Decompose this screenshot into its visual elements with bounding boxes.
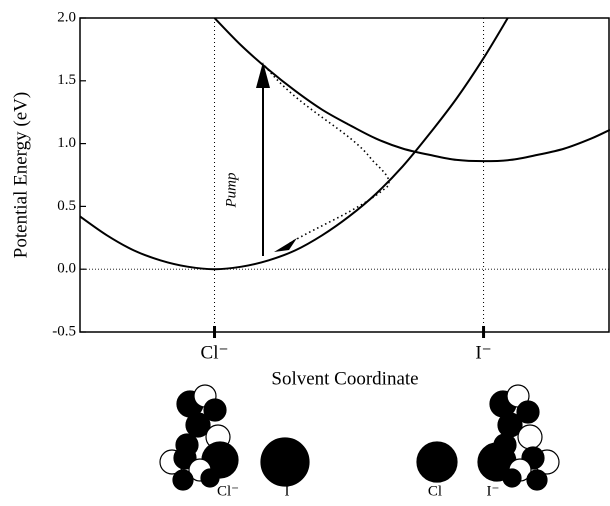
structure-label: Cl: [428, 483, 442, 499]
structure-label: I⁻: [487, 483, 500, 499]
trajectory-arrowhead: [274, 238, 297, 252]
curve: [213, 18, 610, 163]
x-axis-label: Solvent Coordinate: [271, 368, 418, 389]
pump-label: Pump: [223, 172, 239, 208]
y-tick-label: 0.0: [57, 261, 76, 277]
structure-label: Cl⁻: [217, 483, 239, 499]
pump-arrow: [256, 62, 270, 256]
structure-label: I: [285, 483, 290, 499]
plot-frame: [79, 17, 610, 333]
x-tick-label: I⁻: [475, 342, 491, 363]
trajectory: [264, 65, 390, 244]
y-tick-label: 2.0: [57, 9, 76, 25]
structure-left: [159, 384, 310, 491]
y-tick-label: 1.0: [57, 135, 76, 151]
y-tick-label: 0.5: [57, 198, 76, 214]
x-tick-label: Cl⁻: [201, 342, 229, 363]
y-axis-label: Potential Energy (eV): [10, 92, 31, 258]
structure-right: [416, 384, 560, 491]
y-tick-label: 1.5: [57, 72, 76, 88]
curve: [80, 18, 509, 271]
y-tick-label: -0.5: [52, 323, 76, 339]
